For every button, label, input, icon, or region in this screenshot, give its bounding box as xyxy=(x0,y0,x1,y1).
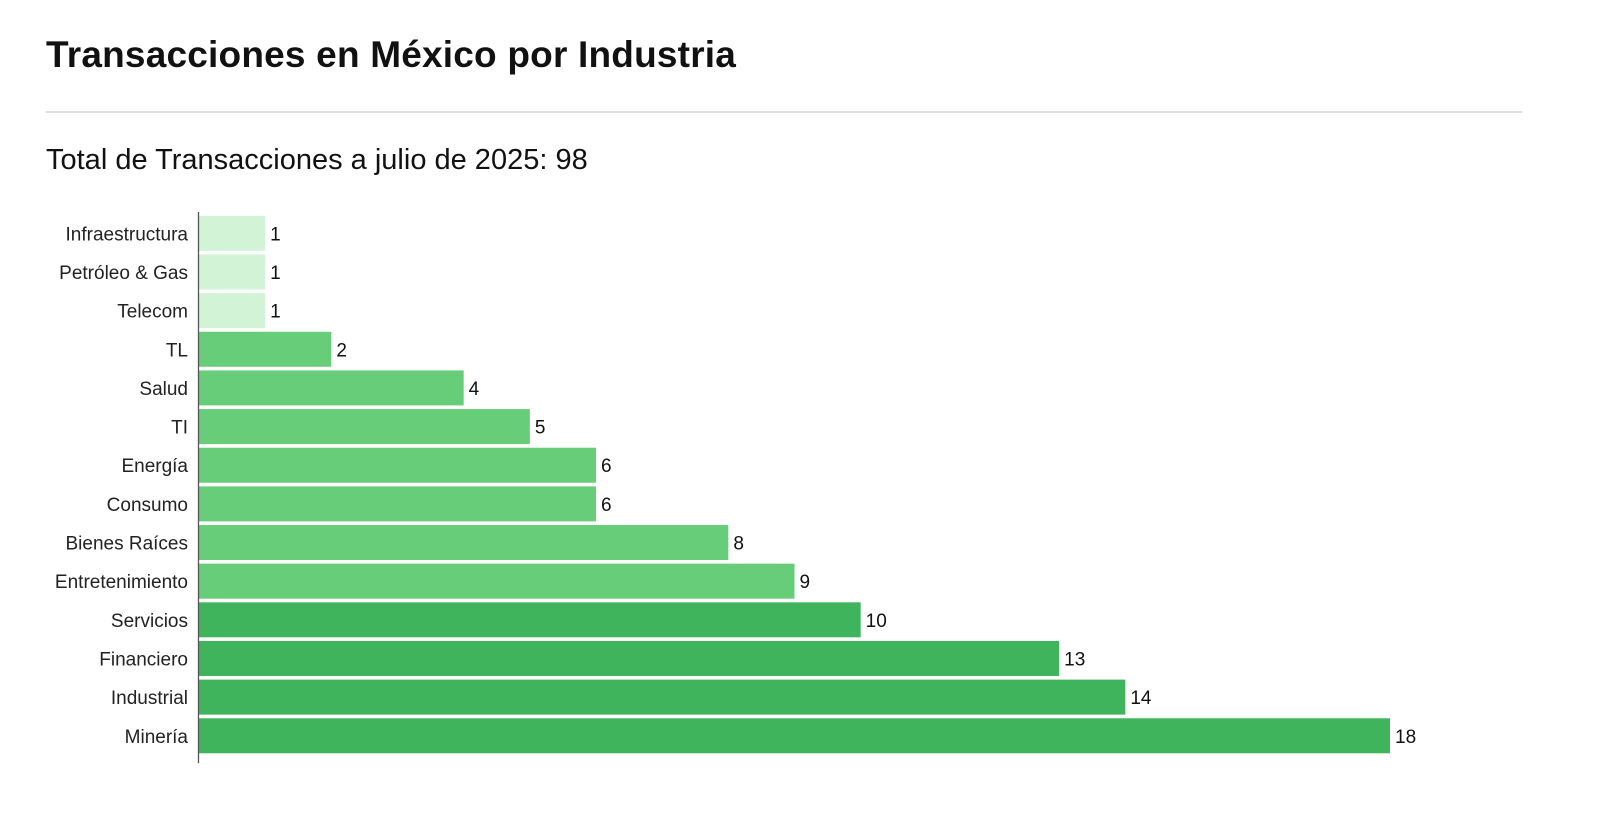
category-label-infraestructura: Infraestructura xyxy=(66,224,189,245)
bar-ti xyxy=(199,409,530,445)
category-label-entretenimiento: Entretenimiento xyxy=(55,572,188,593)
bar-bienes-raices xyxy=(199,525,729,561)
page-title: Transacciones en México por Industria xyxy=(46,34,737,75)
bar-entretenimiento xyxy=(199,563,795,599)
bar-salud xyxy=(199,370,464,406)
bar-infraestructura xyxy=(199,215,266,251)
bar-petroleo-and-gas xyxy=(199,254,266,290)
title-divider xyxy=(46,111,1522,113)
value-label-tl: 2 xyxy=(336,340,347,361)
value-label-mineria: 18 xyxy=(1395,727,1416,748)
category-label-bienes-raices: Bienes Raíces xyxy=(65,534,188,555)
value-label-consumo: 6 xyxy=(601,495,612,516)
value-label-ti: 5 xyxy=(535,418,546,439)
category-label-telecom: Telecom xyxy=(117,302,188,323)
category-label-financiero: Financiero xyxy=(99,649,188,670)
category-label-petroleo-and-gas: Petróleo & Gas xyxy=(59,263,188,284)
value-label-industrial: 14 xyxy=(1130,688,1152,709)
chart-subtitle: Total de Transacciones a julio de 2025: … xyxy=(46,144,588,176)
category-label-servicios: Servicios xyxy=(111,611,188,632)
value-label-financiero: 13 xyxy=(1064,649,1085,670)
category-label-industrial: Industrial xyxy=(111,688,188,709)
value-label-bienes-raices: 8 xyxy=(733,534,744,555)
bar-tl xyxy=(199,331,332,367)
bar-industrial xyxy=(199,679,1126,715)
value-label-telecom: 1 xyxy=(270,302,281,323)
value-label-infraestructura: 1 xyxy=(270,224,281,245)
value-label-servicios: 10 xyxy=(866,611,887,632)
bar-servicios xyxy=(199,602,861,638)
bar-consumo xyxy=(199,486,596,522)
bar-energia xyxy=(199,447,596,483)
category-label-ti: TI xyxy=(171,418,188,439)
value-label-salud: 4 xyxy=(469,379,480,400)
category-label-energia: Energía xyxy=(121,456,188,477)
value-label-petroleo-and-gas: 1 xyxy=(270,263,281,284)
category-label-tl: TL xyxy=(166,340,188,361)
bar-mineria xyxy=(199,718,1390,754)
category-label-salud: Salud xyxy=(139,379,188,400)
bar-financiero xyxy=(199,640,1060,676)
category-label-mineria: Minería xyxy=(125,727,189,748)
bar-telecom xyxy=(199,293,266,329)
category-label-consumo: Consumo xyxy=(107,495,188,516)
value-label-entretenimiento: 9 xyxy=(800,572,811,593)
value-label-energia: 6 xyxy=(601,456,612,477)
